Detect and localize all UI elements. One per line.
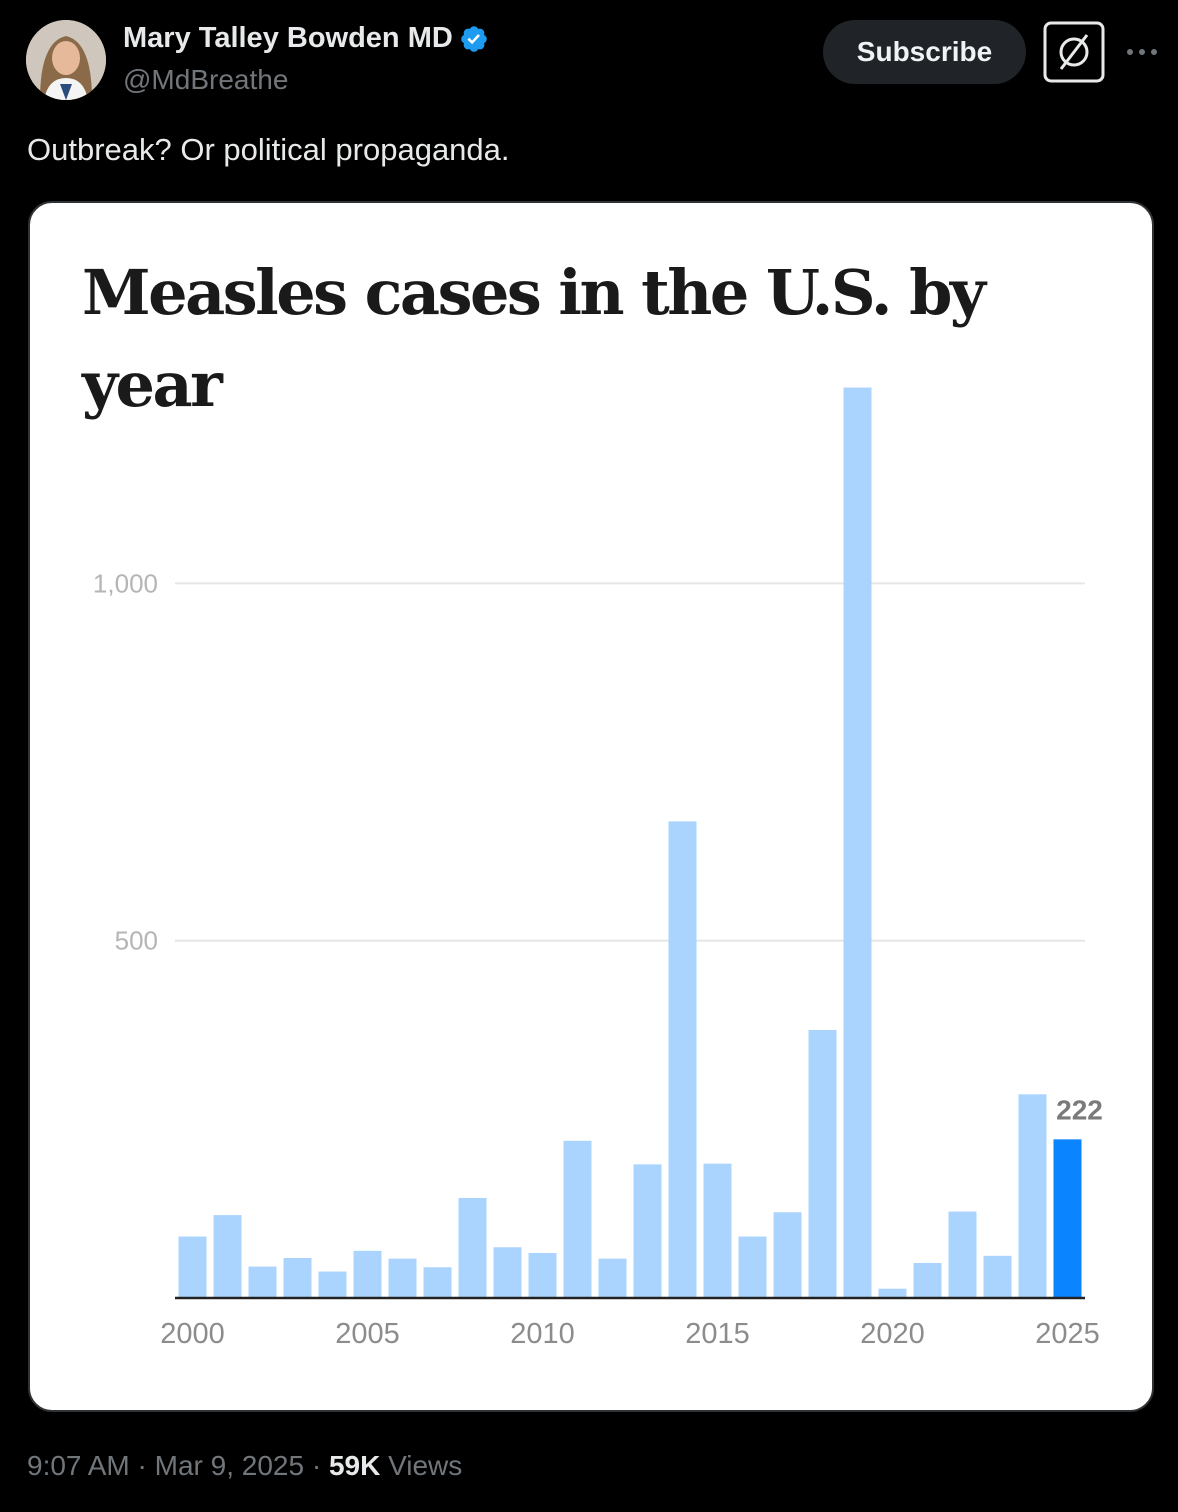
bar-2008: [458, 1197, 487, 1298]
tweet-date[interactable]: Mar 9, 2025: [154, 1450, 305, 1481]
avatar[interactable]: [26, 20, 106, 100]
bar-2000: [178, 1236, 207, 1298]
x-tick-label: 2020: [860, 1318, 925, 1350]
bar-2009: [493, 1247, 522, 1298]
bar-2019: [843, 387, 872, 1298]
highlight-data-label: 222: [1056, 1094, 1103, 1125]
meta-separator: ·: [311, 1450, 322, 1481]
x-tick-label: 2000: [160, 1318, 225, 1350]
verified-badge-icon: [461, 25, 487, 52]
x-tick-label: 2010: [510, 1318, 575, 1350]
bar-2023: [983, 1255, 1012, 1298]
bar-2005: [353, 1250, 382, 1298]
bar-2006: [388, 1258, 417, 1298]
tweet-time[interactable]: 9:07 AM: [27, 1450, 130, 1481]
views-count: 59K: [328, 1450, 381, 1481]
bar-2012: [598, 1258, 627, 1298]
bar-2022: [948, 1211, 977, 1298]
author-handle[interactable]: @MdBreathe: [123, 64, 289, 95]
chart-title: Measles cases in the U.S. by year: [82, 256, 986, 421]
bar-2013: [633, 1164, 662, 1298]
y-tick-label: 500: [115, 926, 158, 956]
more-icon: [1127, 49, 1157, 55]
bar-2017: [773, 1212, 802, 1298]
y-tick-label: 1,000: [93, 568, 158, 598]
author-name-text[interactable]: Mary Talley Bowden MD: [123, 22, 453, 54]
grok-button[interactable]: [1043, 21, 1105, 83]
bar-2002: [248, 1266, 277, 1298]
x-tick-label: 2025: [1035, 1318, 1100, 1350]
x-tick-label: 2005: [335, 1318, 400, 1350]
x-tick-label: 2015: [685, 1318, 750, 1350]
bar-2020: [878, 1288, 907, 1298]
views-label: Views: [388, 1450, 463, 1481]
bar-2010: [528, 1252, 557, 1298]
tweet-text: Outbreak? Or political propaganda.: [27, 132, 510, 167]
bar-2016: [738, 1236, 767, 1298]
more-button[interactable]: [1120, 30, 1164, 74]
bar-2024: [1018, 1094, 1047, 1298]
bar-2007: [423, 1267, 452, 1298]
bar-2003: [283, 1257, 312, 1298]
media-card[interactable]: Measles cases in the U.S. by year 500 1,0…: [28, 201, 1154, 1412]
bar-2011: [563, 1140, 592, 1298]
bar-2025: [1053, 1139, 1082, 1298]
bar-2001: [213, 1215, 242, 1298]
bar-2015: [703, 1163, 732, 1298]
bar-2014: [668, 821, 697, 1298]
author-name[interactable]: Mary Talley Bowden MD: [123, 22, 489, 55]
bar-2018: [808, 1030, 837, 1298]
bar-chart: 500 1,000 222 2000 2005 2010 2015 2020 2025: [93, 387, 1103, 1350]
subscribe-button[interactable]: Subscribe: [823, 20, 1026, 84]
bar-2004: [318, 1271, 347, 1298]
grok-icon: [1043, 21, 1105, 83]
bar-2021: [913, 1262, 942, 1298]
tweet-meta: 9:07 AM · Mar 9, 2025 · 59K Views: [27, 1450, 462, 1482]
meta-separator: ·: [137, 1450, 147, 1481]
